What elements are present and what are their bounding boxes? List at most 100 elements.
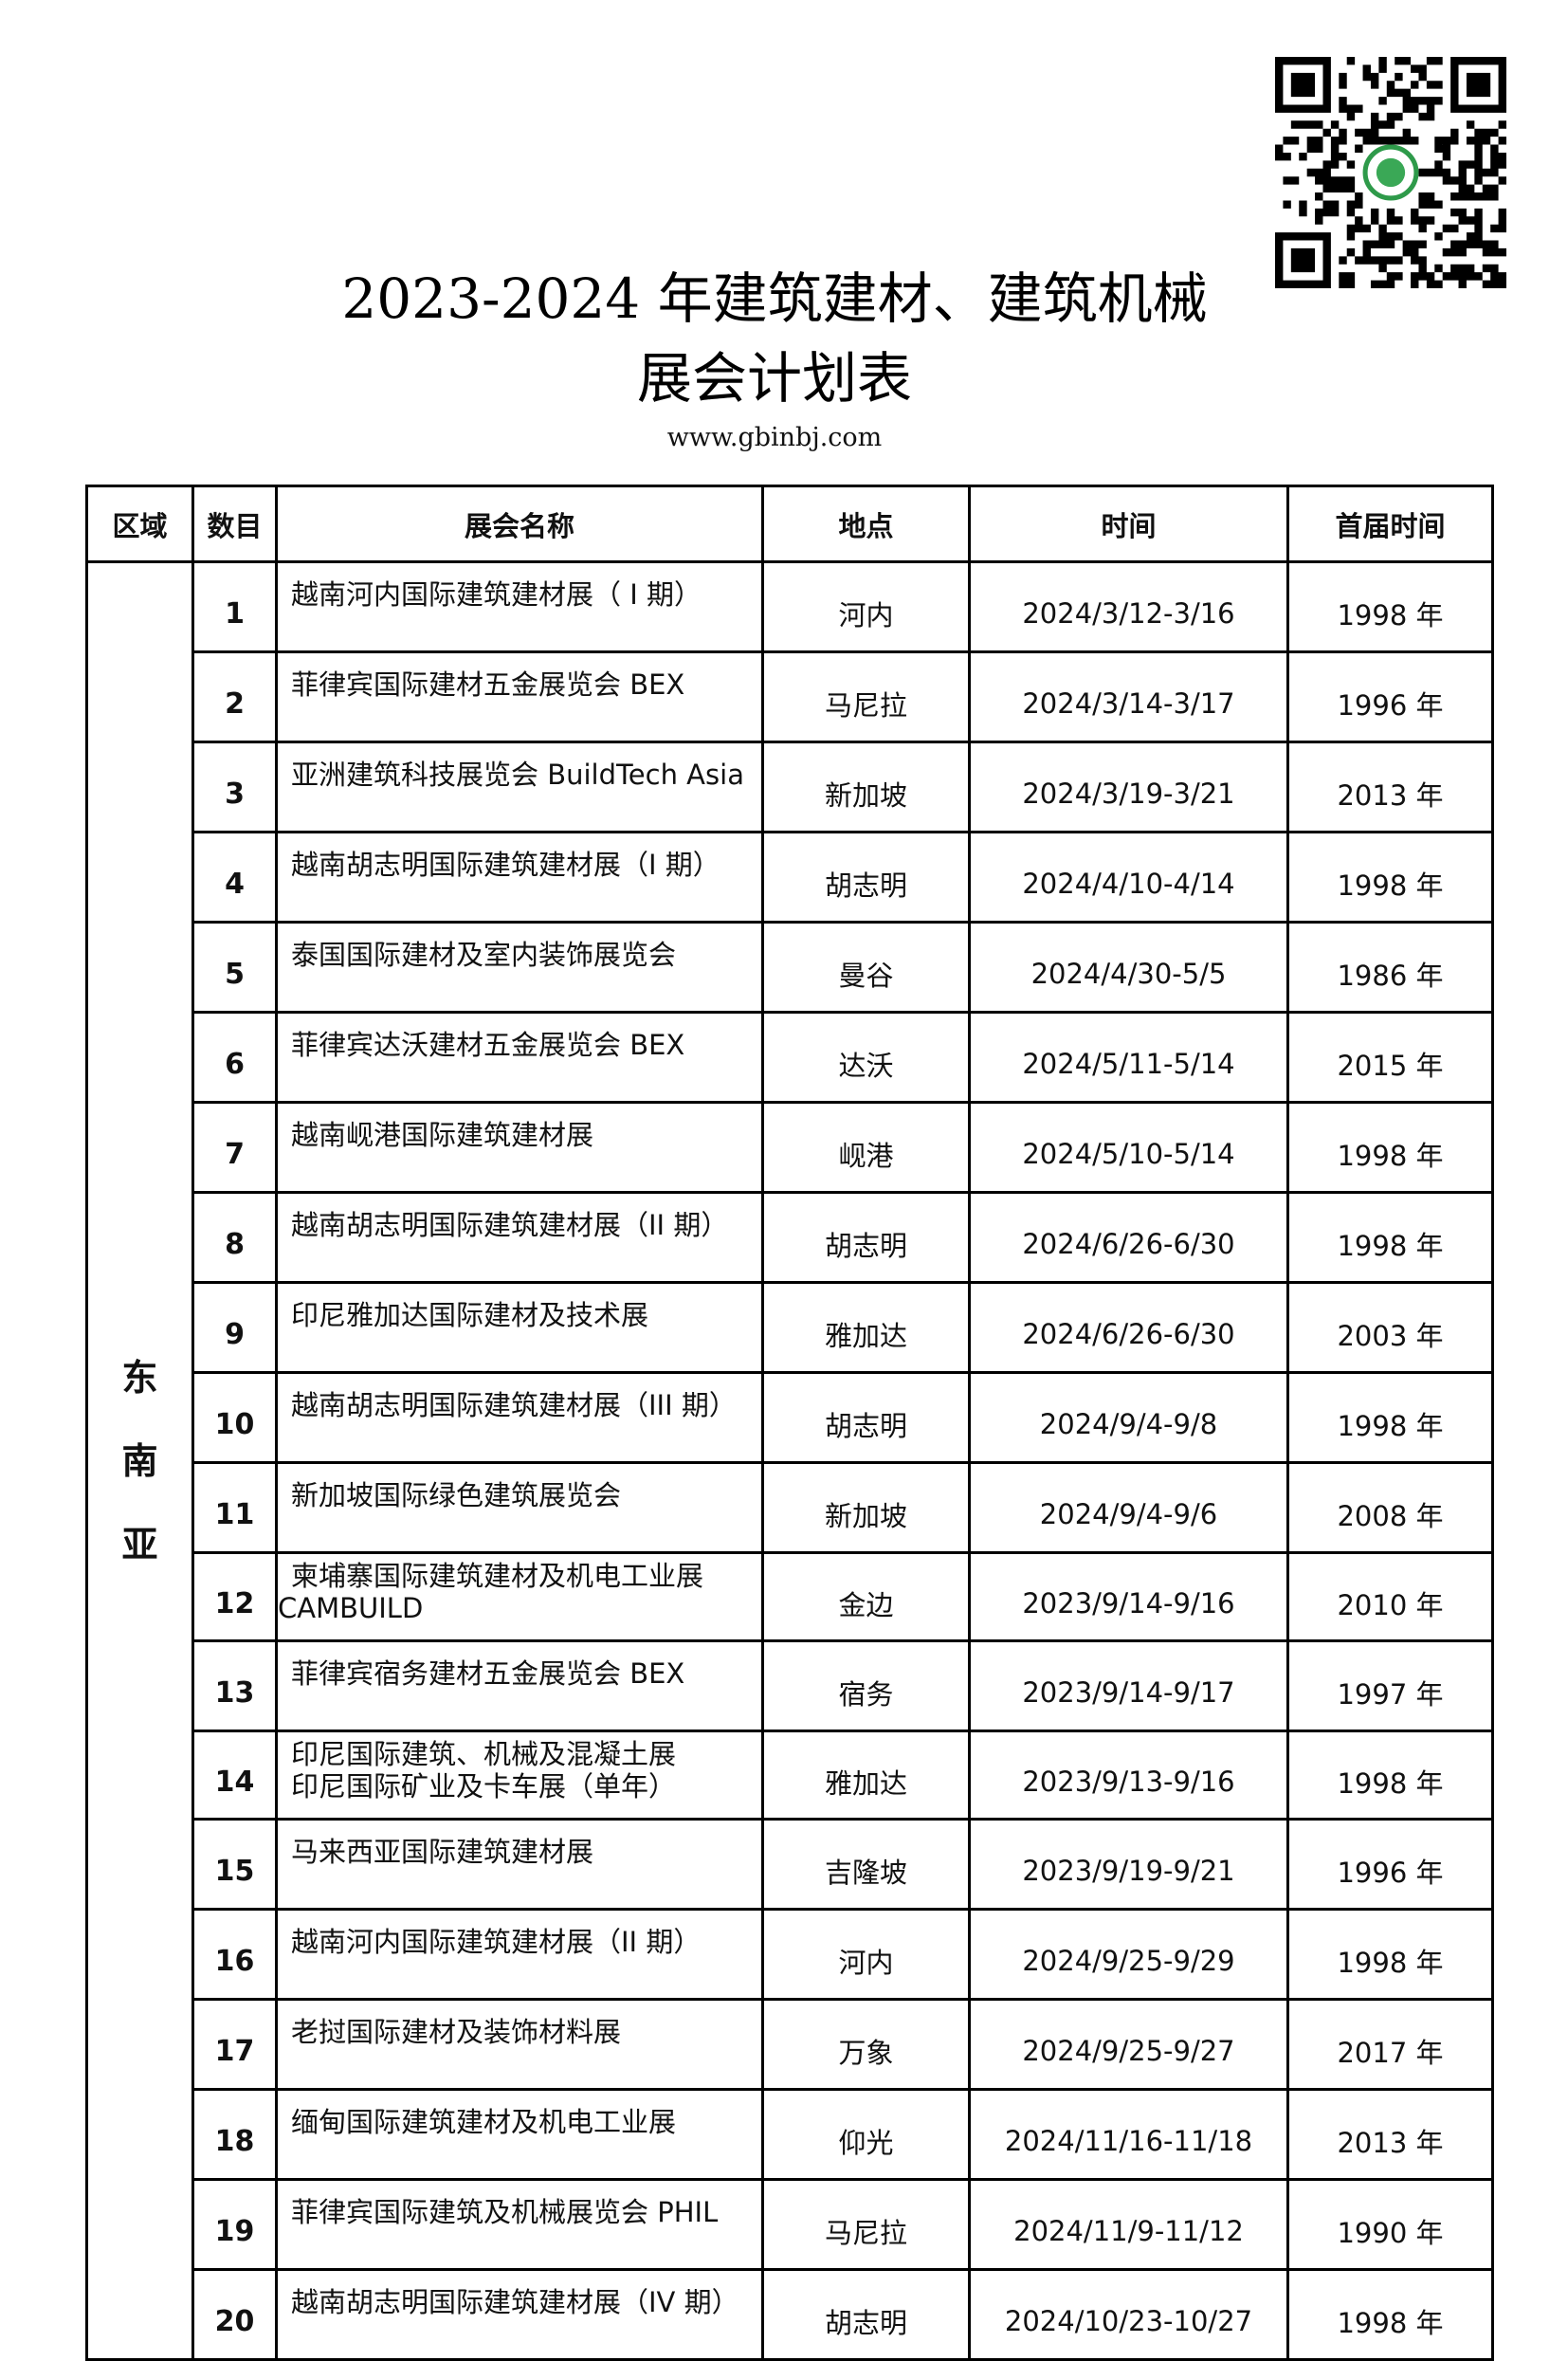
place: 金边 xyxy=(761,1551,971,1642)
row-number: 17 xyxy=(191,1998,278,2091)
exhibition-name: 亚洲建筑科技展览会 BuildTech Asia xyxy=(275,741,764,833)
first-held: 1998 年 xyxy=(1286,2268,1494,2361)
exhibition-name: 菲律宾达沃建材五金展览会 BEX xyxy=(275,1011,764,1104)
time: 2023/9/14-9/17 xyxy=(968,1639,1289,1732)
first-held: 2008 年 xyxy=(1286,1461,1494,1554)
table-row: 3 亚洲建筑科技展览会 BuildTech Asia 新加坡 2024/3/19-3/… xyxy=(87,741,1494,833)
first-held: 1998 年 xyxy=(1286,1101,1494,1194)
place: 新加坡 xyxy=(761,1461,971,1554)
time: 2024/3/19-3/21 xyxy=(968,741,1289,833)
row-number: 14 xyxy=(191,1730,278,1821)
time: 2023/9/14-9/16 xyxy=(968,1551,1289,1642)
table-row: 4 越南胡志明国际建筑建材展（I 期） 胡志明 2024/4/10-4/14 1998 … xyxy=(87,831,1494,924)
table-header-row: 区域 数目 展会名称 地点 时间 首届时间 xyxy=(85,485,1494,563)
first-held: 1998 年 xyxy=(1286,1908,1494,2001)
first-held: 1998 年 xyxy=(1286,560,1494,653)
header-first-held: 首届时间 xyxy=(1286,485,1494,563)
place: 仰光 xyxy=(761,2088,971,2181)
row-number: 5 xyxy=(191,921,278,1014)
table-row: 东南亚 1 越南河内国际建筑建材展（ I 期） 河内 2024/3/12-3/16 199… xyxy=(85,560,1494,2361)
row-number: 3 xyxy=(191,741,278,833)
first-held: 2017 年 xyxy=(1286,1998,1494,2091)
exhibition-name-line: 越南胡志明国际建筑建材展（III 期） xyxy=(291,1389,737,1421)
exhibition-name-line: 印尼雅加达国际建材及技术展 xyxy=(291,1299,649,1331)
place: 马尼拉 xyxy=(761,650,971,743)
exhibition-name: 柬埔寨国际建筑建材及机电工业展 CAMBUILD xyxy=(275,1551,764,1642)
row-number: 12 xyxy=(191,1551,278,1642)
table-row: 15 马来西亚国际建筑建材展 吉隆坡 2023/9/19-9/21 1996 年 xyxy=(87,1818,1494,1911)
table-row: 8 越南胡志明国际建筑建材展（II 期） 胡志明 2024/6/26-6/30 1998… xyxy=(87,1191,1494,1284)
row-number: 15 xyxy=(191,1818,278,1911)
time: 2024/5/10-5/14 xyxy=(968,1101,1289,1194)
exhibition-name-line: 老挝国际建材及装饰材料展 xyxy=(291,2016,622,2048)
first-held: 1997 年 xyxy=(1286,1639,1494,1732)
region-char: 亚 xyxy=(121,1523,158,1565)
first-held: 1986 年 xyxy=(1286,921,1494,1014)
place: 胡志明 xyxy=(761,1371,971,1464)
exhibition-name-line: 泰国国际建材及室内装饰展览会 xyxy=(291,939,677,971)
exhibition-name: 越南胡志明国际建筑建材展（I 期） xyxy=(275,831,764,924)
place: 雅加达 xyxy=(761,1730,971,1821)
time: 2024/10/23-10/27 xyxy=(968,2268,1289,2361)
first-held: 2010 年 xyxy=(1286,1551,1494,1642)
place: 胡志明 xyxy=(761,831,971,924)
table-row: 19 菲律宾国际建筑及机械展览会 PHIL 马尼拉 2024/11/9-11/12 19… xyxy=(87,2178,1494,2271)
place: 宿务 xyxy=(761,1639,971,1732)
exhibition-name: 新加坡国际绿色建筑展览会 xyxy=(275,1461,764,1554)
time: 2024/9/25-9/27 xyxy=(968,1998,1289,2091)
qr-code-icon xyxy=(1275,57,1506,288)
table-row: 13 菲律宾宿务建材五金展览会 BEX 宿务 2023/9/14-9/17 1997 年 xyxy=(87,1639,1494,1732)
region-char: 东 xyxy=(121,1356,158,1399)
table-row: 16 越南河内国际建筑建材展（II 期） 河内 2024/9/25-9/29 1998 … xyxy=(87,1908,1494,2001)
first-held: 1998 年 xyxy=(1286,831,1494,924)
time: 2024/5/11-5/14 xyxy=(968,1011,1289,1104)
exhibition-name: 印尼雅加达国际建材及技术展 xyxy=(275,1281,764,1374)
table-row: 10 越南胡志明国际建筑建材展（III 期） 胡志明 2024/9/4-9/8 1998… xyxy=(87,1371,1494,1464)
table-row: 12 柬埔寨国际建筑建材及机电工业展 CAMBUILD 金边 2023/9/14-9/1… xyxy=(87,1551,1494,1642)
time: 2024/11/16-11/18 xyxy=(968,2088,1289,2181)
exhibition-name-line: 越南胡志明国际建筑建材展（II 期） xyxy=(291,1209,729,1241)
table-row: 6 菲律宾达沃建材五金展览会 BEX 达沃 2024/5/11-5/14 2015 年 xyxy=(87,1011,1494,1104)
time: 2023/9/13-9/16 xyxy=(968,1730,1289,1821)
table-row: 5 泰国国际建材及室内装饰展览会 曼谷 2024/4/30-5/5 1986 年 xyxy=(87,921,1494,1014)
exhibition-name: 越南河内国际建筑建材展（ I 期） xyxy=(275,560,764,653)
row-number: 10 xyxy=(191,1371,278,1464)
exhibition-name: 老挝国际建材及装饰材料展 xyxy=(275,1998,764,2091)
time: 2024/11/9-11/12 xyxy=(968,2178,1289,2271)
exhibition-name: 马来西亚国际建筑建材展 xyxy=(275,1818,764,1911)
exhibition-name: 越南胡志明国际建筑建材展（II 期） xyxy=(275,1191,764,1284)
time: 2024/9/4-9/6 xyxy=(968,1461,1289,1554)
table-row: 14 印尼国际建筑、机械及混凝土展 印尼国际矿业及卡车展（单年） 雅加达 2023/9/… xyxy=(87,1730,1494,1821)
first-held: 1996 年 xyxy=(1286,1818,1494,1911)
row-number: 2 xyxy=(191,650,278,743)
time: 2024/6/26-6/30 xyxy=(968,1191,1289,1284)
exhibition-name-line: 柬埔寨国际建筑建材及机电工业展 xyxy=(291,1560,704,1592)
exhibition-name-line: 越南胡志明国际建筑建材展（IV 期） xyxy=(291,2286,739,2318)
exhibition-name: 菲律宾宿务建材五金展览会 BEX xyxy=(275,1639,764,1732)
exhibition-name-line: 印尼国际矿业及卡车展（单年） xyxy=(291,1770,677,1803)
exhibition-name-line: 缅甸国际建筑建材及机电工业展 xyxy=(291,2106,677,2138)
first-held: 1998 年 xyxy=(1286,1191,1494,1284)
time: 2024/4/30-5/5 xyxy=(968,921,1289,1014)
page-title: 2023-2024 年建筑建材、建筑机械 xyxy=(341,266,1208,331)
place: 新加坡 xyxy=(761,741,971,833)
place: 胡志明 xyxy=(761,1191,971,1284)
time: 2024/3/14-3/17 xyxy=(968,650,1289,743)
row-number: 19 xyxy=(191,2178,278,2271)
exhibition-name-line: 菲律宾国际建材五金展览会 BEX xyxy=(291,668,685,701)
exhibition-name-line: 菲律宾宿务建材五金展览会 BEX xyxy=(291,1657,685,1690)
first-held: 2003 年 xyxy=(1286,1281,1494,1374)
row-number: 8 xyxy=(191,1191,278,1284)
row-number: 7 xyxy=(191,1101,278,1194)
exhibition-table: 区域 数目 展会名称 地点 时间 首届时间 东南亚 1 越南河内国际建筑建材展（ I… xyxy=(85,485,1494,2361)
exhibition-name-line: 印尼国际建筑、机械及混凝土展 xyxy=(291,1738,677,1770)
table-row: 18 缅甸国际建筑建材及机电工业展 仰光 2024/11/16-11/18 2013 年 xyxy=(87,2088,1494,2181)
first-held: 2013 年 xyxy=(1286,741,1494,833)
header-region: 区域 xyxy=(85,485,194,563)
place: 曼谷 xyxy=(761,921,971,1014)
table-row: 2 菲律宾国际建材五金展览会 BEX 马尼拉 2024/3/14-3/17 1996 年 xyxy=(87,650,1494,743)
exhibition-name: 越南岘港国际建筑建材展 xyxy=(275,1101,764,1194)
exhibition-name: 越南胡志明国际建筑建材展（IV 期） xyxy=(275,2268,764,2361)
row-number: 9 xyxy=(191,1281,278,1374)
place: 马尼拉 xyxy=(761,2178,971,2271)
